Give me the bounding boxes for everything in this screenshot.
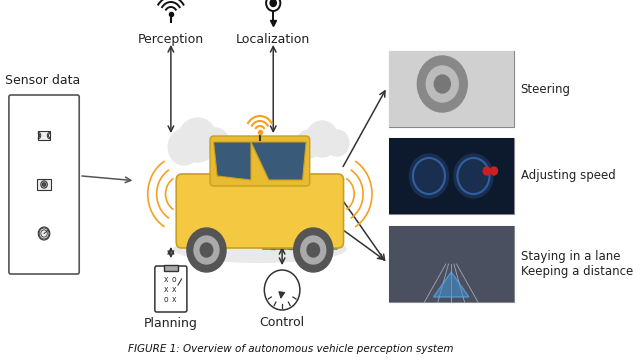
Circle shape	[435, 75, 451, 93]
Text: Adjusting speed: Adjusting speed	[520, 169, 616, 182]
Polygon shape	[298, 222, 319, 249]
Ellipse shape	[173, 235, 347, 263]
Circle shape	[270, 0, 276, 7]
Circle shape	[306, 121, 338, 157]
Circle shape	[307, 243, 319, 257]
Text: x: x	[172, 285, 176, 294]
FancyBboxPatch shape	[176, 174, 344, 248]
Text: Perception: Perception	[138, 33, 204, 46]
Bar	[37, 179, 51, 190]
Polygon shape	[262, 222, 284, 249]
FancyBboxPatch shape	[389, 226, 513, 302]
Circle shape	[326, 130, 349, 156]
Text: Localization: Localization	[236, 33, 310, 46]
Text: Steering: Steering	[520, 83, 571, 96]
Circle shape	[301, 236, 326, 264]
FancyBboxPatch shape	[9, 95, 79, 274]
Circle shape	[490, 167, 497, 175]
FancyBboxPatch shape	[389, 51, 513, 127]
Text: Control: Control	[260, 316, 305, 329]
Bar	[389, 51, 513, 127]
Circle shape	[187, 228, 226, 272]
Bar	[271, 231, 275, 249]
Polygon shape	[433, 272, 469, 297]
Polygon shape	[251, 142, 306, 180]
Circle shape	[42, 183, 45, 186]
Text: x: x	[164, 274, 169, 283]
FancyBboxPatch shape	[389, 138, 513, 214]
Circle shape	[264, 270, 300, 310]
FancyBboxPatch shape	[210, 136, 310, 186]
Circle shape	[38, 227, 50, 240]
Circle shape	[483, 167, 490, 175]
Text: o: o	[172, 274, 176, 283]
Bar	[389, 226, 513, 302]
Bar	[325, 231, 328, 249]
Circle shape	[200, 243, 212, 257]
Text: x: x	[164, 285, 169, 294]
Text: o: o	[164, 295, 169, 303]
Circle shape	[41, 181, 47, 188]
Polygon shape	[280, 222, 301, 249]
Bar	[38, 131, 51, 140]
Text: x: x	[172, 295, 176, 303]
Bar	[307, 231, 310, 249]
Bar	[389, 138, 513, 214]
Circle shape	[201, 128, 230, 160]
Text: Sensor data: Sensor data	[4, 74, 80, 87]
Circle shape	[410, 154, 449, 198]
Bar	[289, 231, 292, 249]
Circle shape	[294, 228, 333, 272]
FancyBboxPatch shape	[155, 266, 187, 312]
Text: Staying in a lane
Keeping a distance: Staying in a lane Keeping a distance	[520, 250, 633, 278]
Polygon shape	[316, 222, 337, 249]
Text: Planning: Planning	[144, 317, 198, 330]
Circle shape	[417, 56, 467, 112]
Circle shape	[454, 154, 493, 198]
Circle shape	[178, 118, 217, 162]
Polygon shape	[214, 142, 251, 180]
Circle shape	[194, 236, 219, 264]
Circle shape	[296, 130, 321, 158]
Bar	[164, 265, 178, 271]
Circle shape	[168, 129, 200, 165]
Text: FIGURE 1: Overview of autonomous vehicle perception system: FIGURE 1: Overview of autonomous vehicle…	[128, 344, 454, 354]
Circle shape	[426, 66, 458, 102]
